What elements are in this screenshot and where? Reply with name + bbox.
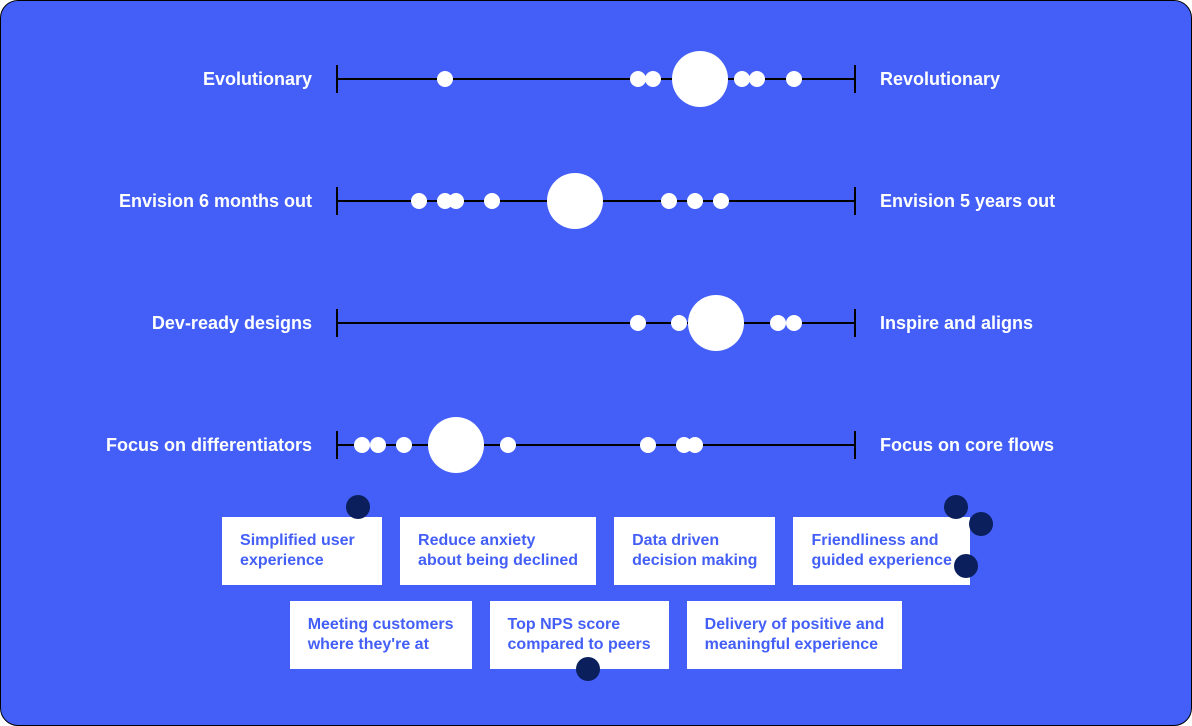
slider-right-label: Inspire and aligns	[856, 313, 1116, 334]
theme-card-text: Simplified userexperience	[240, 532, 355, 569]
theme-card-text: Delivery of positive andmeaningful exper…	[705, 616, 885, 653]
slider-dot-large	[688, 295, 744, 351]
slider-row: Evolutionary Revolutionary	[1, 49, 1191, 109]
slider-row: Focus on differentiators Focus on core fl…	[1, 415, 1191, 475]
vote-dot	[576, 657, 600, 681]
slider-dot-small	[770, 315, 786, 331]
theme-card: Delivery of positive andmeaningful exper…	[687, 601, 903, 669]
slider-dot-large	[428, 417, 484, 473]
slider-left-label: Dev-ready designs	[76, 313, 336, 334]
slider-left-label: Envision 6 months out	[76, 191, 336, 212]
slider-row: Dev-ready designs Inspire and aligns	[1, 293, 1191, 353]
slider-right-label: Focus on core flows	[856, 435, 1116, 456]
vote-dot	[954, 554, 978, 578]
slider-dot-small	[734, 71, 750, 87]
slider-dot-small	[630, 71, 646, 87]
slider-dot-small	[671, 315, 687, 331]
card-row: Meeting customerswhere they're at Top NPS…	[290, 601, 903, 669]
theme-card-text: Reduce anxietyabout being declined	[418, 532, 578, 569]
theme-card-text: Friendliness andguided experience	[811, 532, 952, 569]
slider-row: Envision 6 months out Envision 5 years ou…	[1, 171, 1191, 231]
slider-dot-small	[713, 193, 729, 209]
slider-dot-small	[437, 71, 453, 87]
slider-left-label: Focus on differentiators	[76, 435, 336, 456]
theme-card: Data drivendecision making	[614, 517, 775, 585]
card-row: Simplified userexperience Reduce anxietya…	[222, 517, 970, 585]
slider-endcap	[854, 187, 856, 215]
slider-dot-small	[661, 193, 677, 209]
slider-endcap	[336, 187, 338, 215]
slider-track	[336, 293, 856, 353]
slider-right-label: Envision 5 years out	[856, 191, 1116, 212]
theme-card: Simplified userexperience	[222, 517, 382, 585]
slider-dot-small	[484, 193, 500, 209]
slider-endcap	[854, 431, 856, 459]
theme-card-text: Top NPS scorecompared to peers	[508, 616, 651, 653]
slider-dot-small	[786, 71, 802, 87]
theme-card-text: Meeting customerswhere they're at	[308, 616, 454, 653]
slider-endcap	[336, 309, 338, 337]
slider-dot-small	[500, 437, 516, 453]
slider-dot-small	[448, 193, 464, 209]
slider-track	[336, 415, 856, 475]
slider-endcap	[854, 65, 856, 93]
theme-card: Friendliness andguided experience	[793, 517, 970, 585]
slider-dot-small	[640, 437, 656, 453]
slider-endcap	[854, 309, 856, 337]
infographic-canvas: Evolutionary Revolutionary Envision 6 mont…	[0, 0, 1192, 726]
slider-dot-small	[396, 437, 412, 453]
slider-track	[336, 49, 856, 109]
slider-endcap	[336, 431, 338, 459]
slider-endcap	[336, 65, 338, 93]
theme-card: Meeting customerswhere they're at	[290, 601, 472, 669]
slider-dot-small	[411, 193, 427, 209]
slider-dot-large	[672, 51, 728, 107]
slider-track	[336, 171, 856, 231]
slider-dot-small	[630, 315, 646, 331]
slider-group: Evolutionary Revolutionary Envision 6 mont…	[1, 49, 1191, 475]
card-group: Simplified userexperience Reduce anxietya…	[1, 517, 1191, 669]
vote-dot	[346, 495, 370, 519]
slider-dot-small	[354, 437, 370, 453]
theme-card: Top NPS scorecompared to peers	[490, 601, 669, 669]
slider-left-label: Evolutionary	[76, 69, 336, 90]
slider-dot-small	[749, 71, 765, 87]
vote-dot	[969, 512, 993, 536]
slider-dot-small	[786, 315, 802, 331]
slider-right-label: Revolutionary	[856, 69, 1116, 90]
slider-dot-small	[645, 71, 661, 87]
slider-dot-small	[687, 437, 703, 453]
slider-dot-small	[687, 193, 703, 209]
theme-card-text: Data drivendecision making	[632, 532, 757, 569]
vote-dot	[944, 495, 968, 519]
slider-dot-small	[370, 437, 386, 453]
slider-dot-large	[547, 173, 603, 229]
theme-card: Reduce anxietyabout being declined	[400, 517, 596, 585]
